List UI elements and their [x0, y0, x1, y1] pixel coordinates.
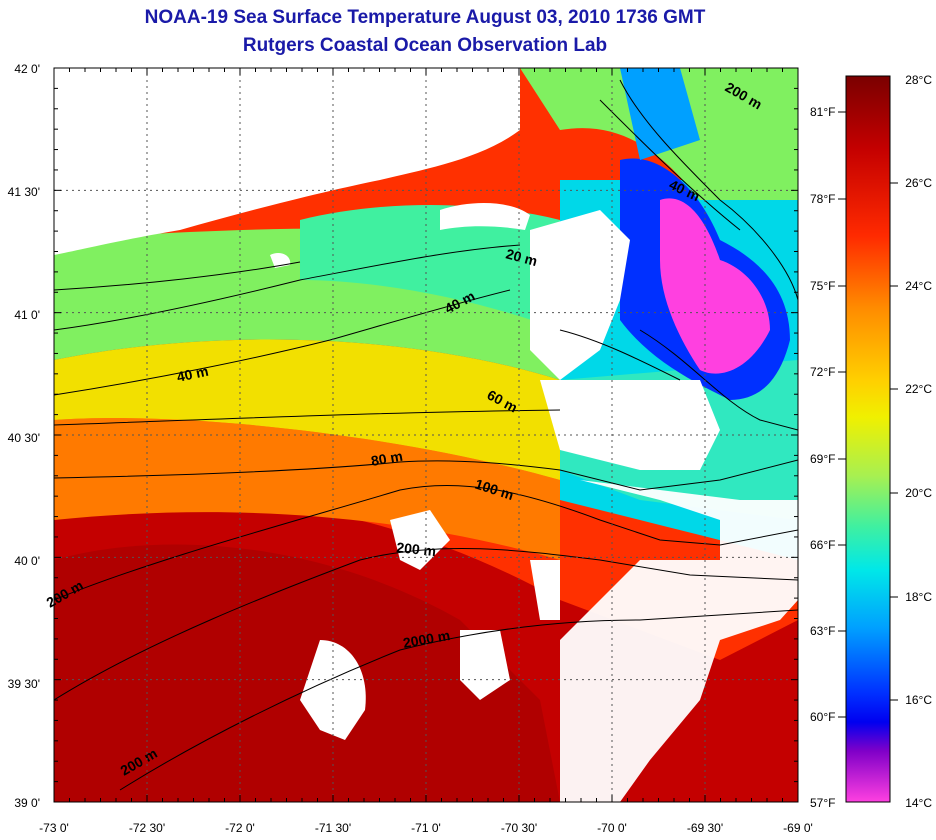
- lat-label: 41 30': [8, 185, 40, 199]
- map-title: NOAA-19 Sea Surface Temperature August 0…: [144, 7, 706, 28]
- graticule: [54, 68, 798, 802]
- contour-label: 20 m: [504, 245, 539, 269]
- fahrenheit-label: 75°F: [810, 279, 835, 293]
- colorbar: [845, 75, 891, 803]
- lat-label: 40 30': [8, 431, 40, 445]
- fahrenheit-label: 57°F: [810, 796, 835, 810]
- celsius-label: 20°C: [905, 486, 932, 500]
- lon-label: -70 0': [597, 821, 627, 835]
- fahrenheit-label: 66°F: [810, 538, 835, 552]
- lat-label: 40 0': [14, 554, 40, 568]
- lon-label: -71 0': [411, 821, 441, 835]
- lon-label: -72 30': [129, 821, 165, 835]
- celsius-label: 18°C: [905, 590, 932, 604]
- axis-ticks: [53, 67, 799, 803]
- lat-label: 42 0': [14, 62, 40, 76]
- contour-label: 40 m: [175, 363, 210, 385]
- fahrenheit-label: 63°F: [810, 624, 835, 638]
- bathymetry-contours: [54, 79, 798, 791]
- lat-label: 39 0': [14, 796, 40, 810]
- lon-label: -69 30': [687, 821, 723, 835]
- celsius-label: 24°C: [905, 279, 932, 293]
- fahrenheit-label: 60°F: [810, 710, 835, 724]
- map-subtitle: Rutgers Coastal Ocean Observation Lab: [242, 35, 608, 56]
- fahrenheit-label: 69°F: [810, 452, 835, 466]
- lon-label: -71 30': [315, 821, 351, 835]
- celsius-label: 16°C: [905, 693, 932, 707]
- celsius-label: 14°C: [905, 796, 932, 810]
- fahrenheit-label: 81°F: [810, 105, 835, 119]
- lon-label: -72 0': [225, 821, 255, 835]
- lat-label: 39 30': [8, 677, 40, 691]
- celsius-label: 22°C: [905, 382, 932, 396]
- contour-label: 200 m: [396, 539, 437, 559]
- lon-label: -73 0': [39, 821, 69, 835]
- celsius-label: 28°C: [905, 73, 932, 87]
- lon-label: -70 30': [501, 821, 537, 835]
- fahrenheit-label: 72°F: [810, 365, 835, 379]
- lon-label: -69 0': [783, 821, 813, 835]
- lat-label: 41 0': [14, 308, 40, 322]
- fahrenheit-label: 78°F: [810, 192, 835, 206]
- celsius-label: 26°C: [905, 176, 932, 190]
- contour-label: 80 m: [370, 448, 404, 469]
